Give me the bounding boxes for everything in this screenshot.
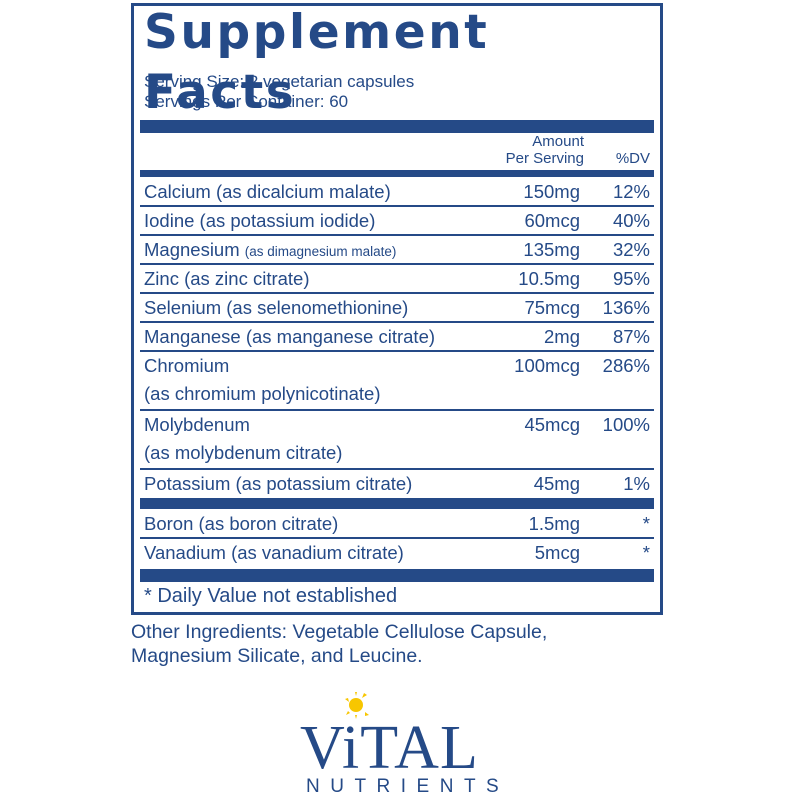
nutrient-name-main: Magnesium [144,239,240,260]
nutrient-amount: 10.5mg [518,268,580,289]
amount-header-line2: Per Serving [505,150,584,167]
brand-tagline: NUTRIENTS [306,776,510,797]
amount-header: Amount Per Serving [474,133,584,167]
nutrient-dv: 1% [623,473,650,494]
thick-divider [140,120,654,133]
nutrient-row: Potassium (as potassium citrate) 45mg 1% [140,470,654,497]
supplement-facts-panel: Supplement Facts Serving Size: 2 vegetar… [131,3,663,615]
nutrient-amount: 135mg [523,239,580,260]
nutrient-dv: 12% [612,181,650,202]
amount-header-line1: Amount [532,133,584,150]
other-ingredients-line2: Magnesium Silicate, and Leucine. [131,645,423,667]
nutrient-name: Magnesium (as dimagnesium malate) [144,239,396,263]
nutrient-dv: 100% [602,414,650,435]
nutrient-row: Chromium (as chromium polynicotinate) 10… [140,352,654,411]
serving-size: Serving Size: 2 vegetarian capsules [144,72,415,91]
nutrient-name: Selenium (as selenomethionine) [144,297,409,318]
nutrient-dv: 95% [612,268,650,289]
nutrient-name: Iodine (as potassium iodide) [144,210,376,231]
thick-divider [140,569,654,582]
brand-name: ViTAL [300,714,479,782]
other-ingredients-line1: Other Ingredients: Vegetable Cellulose C… [131,621,548,643]
nutrient-dv: * [642,513,650,534]
brand-logo: ViTAL NUTRIENTS [300,690,510,800]
nutrient-amount: 100mcg [514,355,580,376]
nutrient-name: Chromium [144,355,230,376]
nutrient-name-source: (as molybdenum citrate) [144,442,343,463]
nutrient-amount: 60mcg [524,210,580,231]
nutrient-dv: 40% [612,210,650,231]
nutrient-row: Zinc (as zinc citrate) 10.5mg 95% [140,265,654,294]
nutrient-name: Molybdenum [144,414,250,435]
servings-per-container: Servings Per Container: 60 [144,92,349,111]
medium-divider [140,498,654,509]
nutrient-row: Molybdenum (as molybdenum citrate) 45mcg… [140,411,654,470]
nutrient-amount: 2mg [544,326,580,347]
nutrient-name-source: (as dimagnesium malate) [244,244,397,259]
nutrient-dv: 286% [602,355,650,376]
nutrient-row: Vanadium (as vanadium citrate) 5mcg * [140,539,654,566]
nutrient-row: Calcium (as dicalcium malate) 150mg 12% [140,178,654,207]
nutrient-name: Zinc (as zinc citrate) [144,268,310,289]
dv-header: %DV [615,150,650,167]
nutrient-dv: * [642,542,650,563]
nutrient-row: Boron (as boron citrate) 1.5mg * [140,510,654,539]
nutrient-name: Boron (as boron citrate) [144,513,339,534]
nutrient-name-source: (as chromium polynicotinate) [144,383,381,404]
nutrient-row: Manganese (as manganese citrate) 2mg 87% [140,323,654,352]
nutrient-dv: 136% [602,297,650,318]
nutrient-amount: 150mg [523,181,580,202]
nutrient-row: Magnesium (as dimagnesium malate) 135mg … [140,236,654,265]
nutrient-row: Iodine (as potassium iodide) 60mcg 40% [140,207,654,236]
daily-value-footnote: * Daily Value not established [144,585,398,607]
nutrient-amount: 1.5mg [528,513,580,534]
sun-icon [345,692,369,719]
nutrient-amount: 45mcg [524,414,580,435]
nutrient-name: Vanadium (as vanadium citrate) [144,542,404,563]
other-ingredients: Other Ingredients: Vegetable Cellulose C… [131,620,691,668]
nutrient-amount: 5mcg [534,542,580,563]
nutrient-amount: 45mg [533,473,580,494]
medium-divider [140,170,654,177]
nutrient-amount: 75mcg [524,297,580,318]
nutrient-name: Potassium (as potassium citrate) [144,473,413,494]
nutrient-dv: 32% [612,239,650,260]
nutrient-row: Selenium (as selenomethionine) 75mcg 136… [140,294,654,323]
nutrient-name: Manganese (as manganese citrate) [144,326,436,347]
nutrient-dv: 87% [612,326,650,347]
nutrient-name: Calcium (as dicalcium malate) [144,181,391,202]
panel-title: Supplement Facts [144,5,490,120]
